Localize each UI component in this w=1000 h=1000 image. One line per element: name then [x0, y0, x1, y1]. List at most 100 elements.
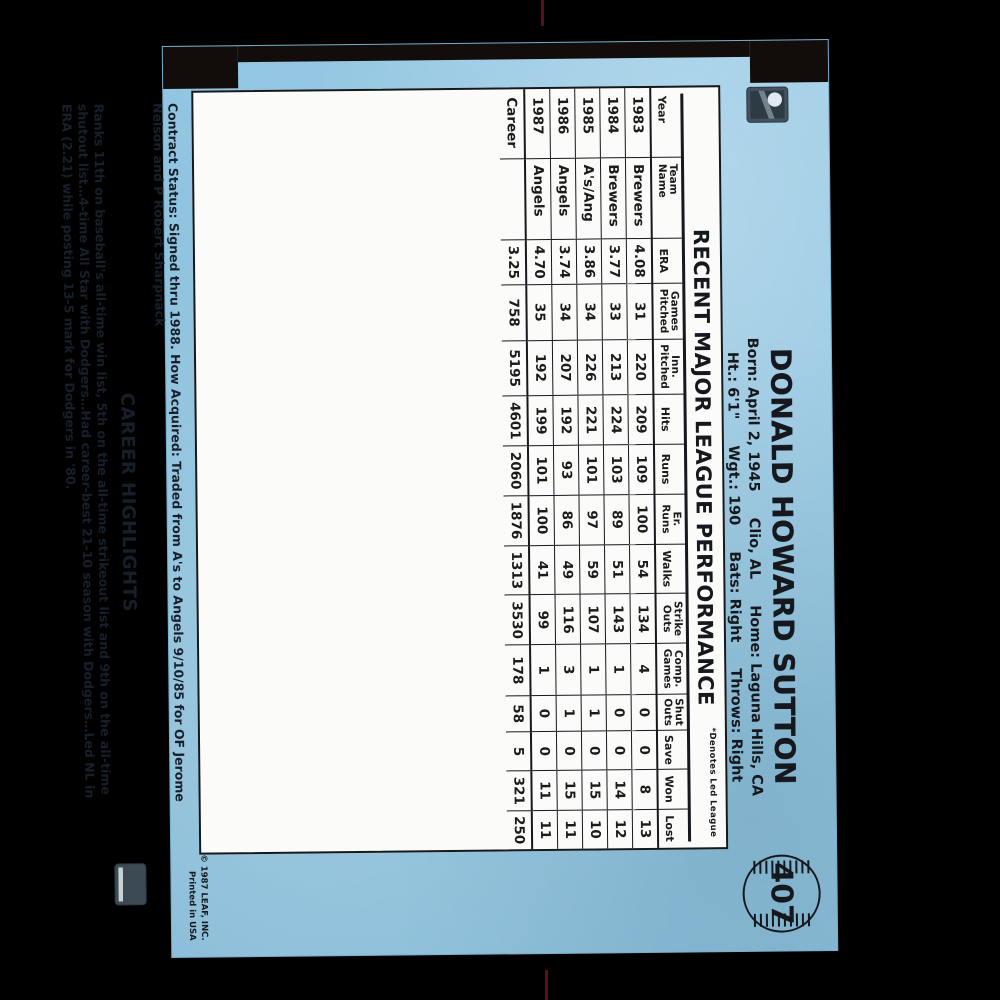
table-cell: 1 — [580, 644, 607, 695]
card-edge-notch-middle — [237, 40, 750, 63]
table-cell: 15 — [557, 770, 583, 811]
table-cell: 221 — [578, 394, 604, 446]
performance-table: Year Team Name ERA Games Pitched Inn. Pitche… — [499, 87, 689, 850]
table-cell: 3.25 — [501, 239, 527, 286]
contract-status-text: Contract Status: Signed thru 1988. How A… — [150, 102, 188, 802]
table-cell: 207 — [552, 339, 579, 396]
player-vitals-row1: Born: April 2, 1945 Clio, AL Home: Lagun… — [743, 247, 766, 887]
table-cell: 10 — [582, 809, 608, 849]
table-cell: 758 — [501, 284, 528, 341]
table-cell: 220 — [627, 338, 654, 395]
table-cell: 5195 — [502, 340, 528, 397]
table-cell: 0 — [531, 731, 558, 771]
career-highlights-text: Ranks 11th on baseball's all-time win li… — [59, 103, 114, 799]
table-cell: 143 — [605, 594, 631, 645]
table-cell: 4.08 — [626, 238, 653, 284]
column-header-era: ERA — [652, 238, 683, 284]
column-header-teamname: Team Name — [651, 157, 683, 239]
table-cell: 1 — [605, 643, 632, 695]
birth-place: Clio, AL — [745, 517, 763, 580]
scan-artifact-bottom — [545, 970, 548, 1000]
table-cell: 13 — [632, 808, 659, 849]
table-cell: 4 — [630, 643, 657, 695]
birth-date: Born: April 2, 1945 — [743, 337, 762, 492]
bats-value: Bats: Right — [726, 551, 744, 643]
table-cell: 33 — [602, 283, 628, 340]
card-edge-notch-top — [749, 40, 829, 83]
table-cell: 1983 — [624, 87, 652, 158]
table-cell: 101 — [578, 444, 605, 495]
table-cell: 1876 — [503, 495, 530, 546]
performance-table-body: 1983 Brewers 4.08 31 220 209 109 100 54 134 4 0 0 8 13… — [499, 87, 659, 850]
table-cell: 107 — [580, 594, 606, 645]
table-cell: 178 — [505, 644, 531, 696]
table-cell: 3.74 — [551, 239, 578, 285]
table-cell: 99 — [529, 594, 556, 645]
table-cell: 97 — [579, 494, 605, 545]
table-cell: 12 — [607, 809, 633, 849]
column-header-save: Save — [657, 730, 688, 770]
table-cell: 4.70 — [526, 239, 553, 285]
table-cell: 5 — [506, 731, 532, 772]
table-cell: 0 — [606, 730, 633, 771]
mlbpa-logo-glyph — [118, 867, 143, 902]
table-cell: 35 — [526, 284, 553, 341]
table-cell: 49 — [554, 544, 581, 595]
table-cell: 1 — [581, 694, 607, 732]
table-cell: 0 — [631, 694, 658, 731]
table-cell: 0 — [581, 731, 608, 771]
table-cell: 51 — [604, 544, 631, 595]
column-header-won: Won — [657, 769, 689, 809]
weight-value: Wgt.: 190 — [724, 445, 742, 526]
column-header-hits: Hits — [653, 394, 685, 445]
table-cell: 1987 — [524, 88, 551, 159]
table-cell: 103 — [603, 444, 630, 495]
table-cell: 3.77 — [601, 238, 628, 284]
table-cell: 8 — [632, 769, 659, 810]
table-cell: 58 — [505, 695, 532, 733]
column-header-runs: Runs — [654, 443, 685, 495]
column-header-year: Year — [650, 87, 682, 158]
stats-panel: RECENT MAJOR LEAGUE PERFORMANCE *Denotes… — [191, 85, 729, 855]
table-cell: Brewers — [600, 157, 627, 239]
scan-artifact-top — [541, 0, 544, 26]
stats-panel-title: RECENT MAJOR LEAGUE PERFORMANCE — [688, 228, 718, 706]
table-cell: 1313 — [504, 545, 530, 596]
column-header-gamespitched: Games Pitched — [652, 283, 684, 339]
table-cell: 2060 — [503, 445, 529, 496]
table-cell: 54 — [629, 543, 656, 595]
table-cell: A's/Ang — [575, 157, 602, 240]
player-name: DONALD HOWARD SUTTON — [763, 347, 802, 786]
table-cell: 199 — [527, 395, 554, 446]
table-cell: 1986 — [549, 88, 576, 159]
table-cell: 34 — [552, 284, 578, 341]
table-cell: 0 — [530, 695, 557, 732]
table-cell: 34 — [577, 283, 603, 340]
table-cell: 0 — [606, 694, 632, 732]
table-cell: 59 — [579, 544, 606, 595]
column-header-innpitched: Inn. Pitched — [653, 338, 684, 395]
mlb-logo-glyph — [750, 90, 785, 119]
table-cell: 11 — [532, 810, 558, 850]
copyright-line-2: Printed in USA — [186, 870, 198, 941]
table-cell: 4601 — [502, 395, 529, 446]
table-cell — [500, 158, 527, 240]
career-highlights-title: CAREER HIGHLIGHTS — [116, 392, 140, 613]
table-cell: 3530 — [504, 595, 531, 646]
table-cell: 93 — [553, 445, 580, 496]
table-cell: 11 — [531, 770, 558, 811]
table-cell: 1 — [530, 644, 557, 696]
table-cell: 192 — [527, 340, 554, 396]
table-cell: 3 — [555, 644, 582, 696]
table-cell: 41 — [529, 545, 556, 596]
stats-panel-title-row: RECENT MAJOR LEAGUE PERFORMANCE *Denotes… — [684, 87, 726, 847]
table-cell: 209 — [628, 394, 655, 445]
table-cell: 1 — [556, 694, 582, 732]
table-cell: 101 — [528, 445, 555, 496]
table-cell: 31 — [627, 283, 654, 340]
baseball-card-back: 407 DONALD HOWARD SUTTON Born: April 2, … — [59, 40, 838, 957]
table-cell: 86 — [554, 494, 580, 546]
table-cell: 321 — [506, 770, 533, 811]
player-header: DONALD HOWARD SUTTON Born: April 2, 1945… — [723, 246, 803, 887]
throws-value: Throws: Right — [727, 668, 745, 783]
